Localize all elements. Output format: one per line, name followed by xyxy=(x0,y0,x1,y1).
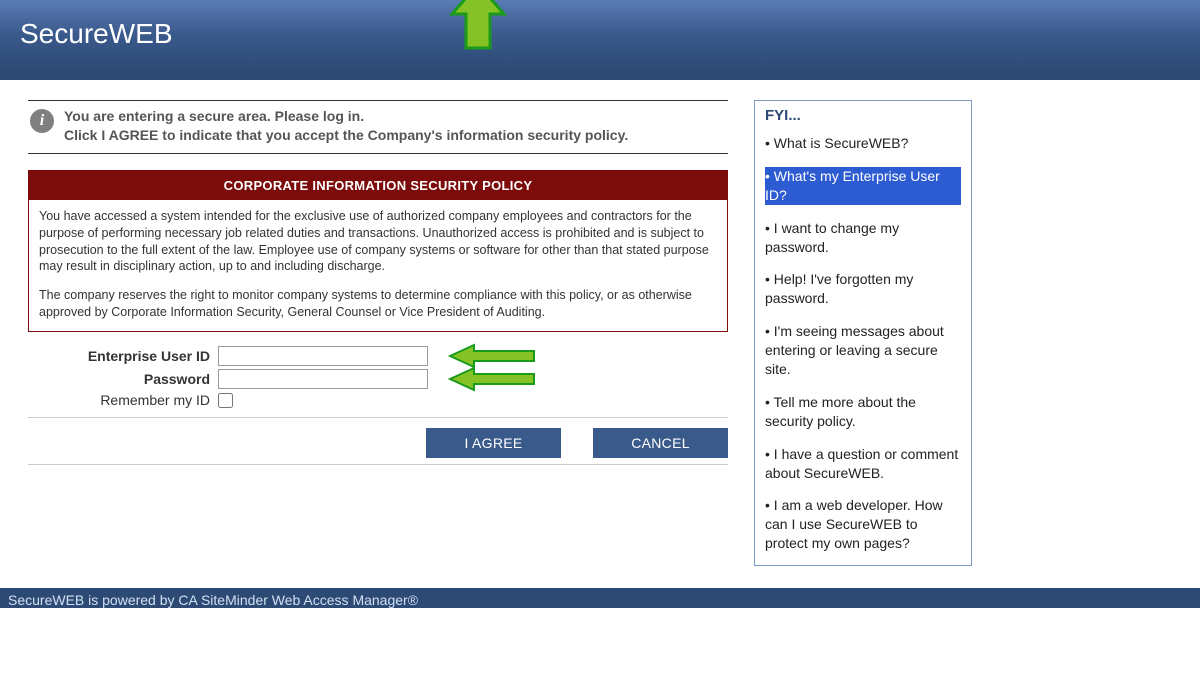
fyi-item[interactable]: Tell me more about the security policy. xyxy=(765,393,961,431)
fyi-list: What is SecureWEB? What's my Enterprise U… xyxy=(765,134,961,553)
user-id-input[interactable] xyxy=(218,346,428,366)
app-title: SecureWEB xyxy=(20,18,173,49)
fyi-item[interactable]: Help! I've forgotten my password. xyxy=(765,270,961,308)
header-sub-bar xyxy=(0,70,1200,80)
main-column: i You are entering a secure area. Please… xyxy=(28,100,728,465)
page-header: SecureWEB xyxy=(0,0,1200,70)
annotation-arrow-up-icon xyxy=(448,0,508,52)
fyi-panel: FYI... What is SecureWEB? What's my Enter… xyxy=(754,100,972,566)
annotation-arrow-left-icon xyxy=(448,343,538,369)
fyi-item[interactable]: What is SecureWEB? xyxy=(765,134,961,153)
fyi-item[interactable]: I am a web developer. How can I use Secu… xyxy=(765,496,961,553)
agree-button[interactable]: I AGREE xyxy=(426,428,561,458)
button-row: I AGREE CANCEL xyxy=(28,418,728,465)
fyi-item[interactable]: I have a question or comment about Secur… xyxy=(765,445,961,483)
remember-checkbox[interactable] xyxy=(218,393,233,408)
remember-label: Remember my ID xyxy=(28,392,218,408)
annotation-arrow-left-icon xyxy=(448,366,538,392)
fyi-item[interactable]: What's my Enterprise User ID? xyxy=(765,167,961,205)
policy-paragraph: The company reserves the right to monito… xyxy=(39,287,717,321)
password-input[interactable] xyxy=(218,369,428,389)
fyi-item[interactable]: I want to change my password. xyxy=(765,219,961,257)
password-label: Password xyxy=(28,371,218,387)
footer-text: SecureWEB is powered by CA SiteMinder We… xyxy=(8,592,418,608)
notice-text: You are entering a secure area. Please l… xyxy=(64,107,628,145)
fyi-item[interactable]: I'm seeing messages about entering or le… xyxy=(765,322,961,379)
footer-bar: SecureWEB is powered by CA SiteMinder We… xyxy=(0,588,1200,608)
info-icon: i xyxy=(30,109,54,133)
policy-paragraph: You have accessed a system intended for … xyxy=(39,208,717,276)
fyi-heading: FYI... xyxy=(765,107,961,124)
policy-box: CORPORATE INFORMATION SECURITY POLICY Yo… xyxy=(28,170,728,332)
login-form: Enterprise User ID Password Remember my … xyxy=(28,346,728,418)
policy-body: You have accessed a system intended for … xyxy=(29,200,727,331)
policy-heading: CORPORATE INFORMATION SECURITY POLICY xyxy=(29,171,727,200)
user-id-label: Enterprise User ID xyxy=(28,348,218,364)
login-notice: i You are entering a secure area. Please… xyxy=(28,100,728,154)
cancel-button[interactable]: CANCEL xyxy=(593,428,728,458)
